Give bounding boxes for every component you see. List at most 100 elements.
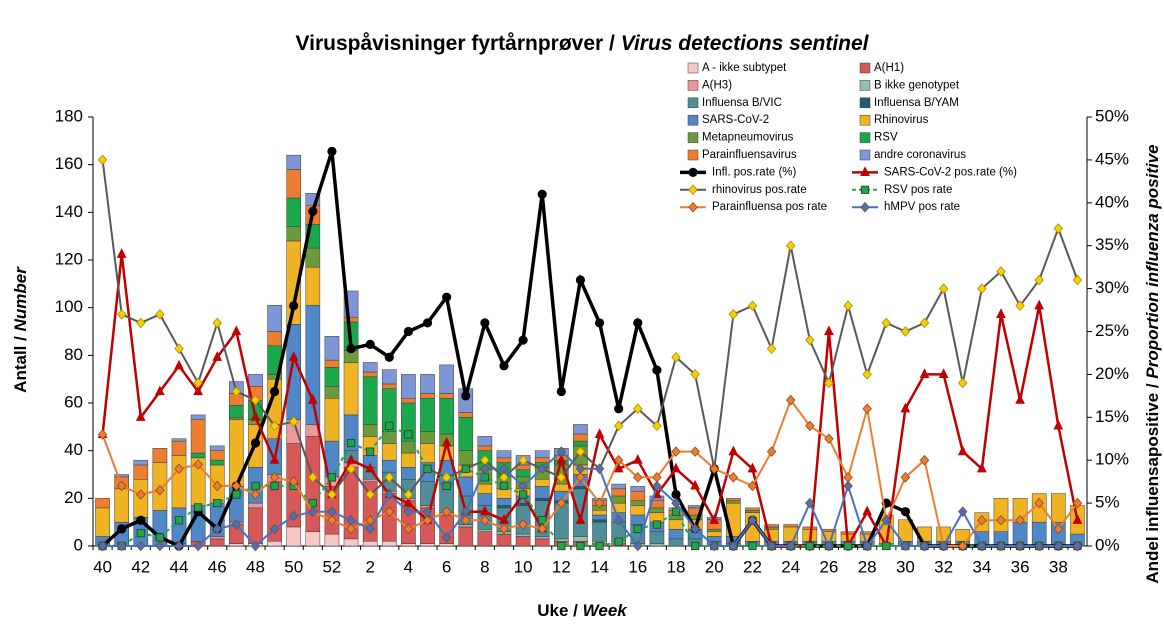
marker <box>613 514 624 526</box>
marker <box>633 318 643 328</box>
bar-segment <box>534 457 550 463</box>
marker <box>688 184 698 196</box>
marker <box>461 464 470 473</box>
x-tick-label: 44 <box>170 557 189 576</box>
bar-segment <box>534 479 550 487</box>
legend-swatch <box>859 132 871 143</box>
marker <box>671 507 681 516</box>
bar-segment <box>496 457 512 463</box>
marker <box>480 318 490 328</box>
bar-segment <box>152 448 168 463</box>
marker <box>938 540 949 552</box>
marker <box>212 523 222 535</box>
marker <box>174 343 184 354</box>
marker <box>174 516 184 525</box>
legend-label: B ikke genotypet <box>874 79 960 91</box>
y-tick-label: 180 <box>55 106 83 125</box>
marker <box>900 507 911 517</box>
marker <box>499 514 509 524</box>
marker <box>1034 274 1044 286</box>
marker <box>346 344 356 354</box>
marker <box>576 541 585 551</box>
marker <box>308 472 318 483</box>
bar-segment <box>706 531 722 537</box>
x-tick-label: 48 <box>246 557 265 576</box>
marker <box>938 283 949 294</box>
bar-segment <box>496 498 512 506</box>
x-tick-label: 36 <box>1011 557 1030 576</box>
marker <box>365 462 376 473</box>
marker <box>747 514 758 526</box>
marker <box>1034 497 1044 509</box>
legend-label: A(H3) <box>702 79 732 91</box>
bar-segment <box>515 536 531 547</box>
bar-segment <box>649 543 665 547</box>
marker <box>1053 540 1064 552</box>
bar-segment <box>343 316 359 323</box>
marker <box>116 540 127 552</box>
y-label-italic: Number <box>11 266 30 332</box>
bar-segment <box>381 383 397 389</box>
marker <box>1072 540 1083 552</box>
bar-segment <box>248 507 263 544</box>
marker <box>652 365 662 375</box>
marker <box>805 497 815 509</box>
bar-segment <box>401 467 416 480</box>
x-tick-label: 14 <box>590 557 609 576</box>
x-axis-label: Uke / Week <box>537 601 628 620</box>
marker <box>860 185 870 194</box>
marker <box>556 472 567 483</box>
bar-segment <box>515 533 531 537</box>
title-main: Viruspåvisninger fyrtårnprøver / <box>295 32 620 55</box>
marker <box>958 377 968 389</box>
bar-segment <box>343 362 359 416</box>
bar-segment <box>496 488 512 499</box>
marker <box>384 352 394 362</box>
marker <box>862 540 872 552</box>
marker <box>288 476 299 487</box>
bar-segment <box>783 524 799 528</box>
bar-segment <box>611 495 626 504</box>
marker <box>1072 514 1083 524</box>
marker <box>688 201 698 213</box>
marker <box>824 377 834 389</box>
marker <box>480 463 490 475</box>
bar-segment <box>343 538 359 547</box>
marker <box>747 462 758 473</box>
marker <box>881 514 892 526</box>
legend-swatch <box>859 149 871 161</box>
marker <box>919 454 930 466</box>
marker <box>748 541 757 551</box>
bar-segment <box>95 507 110 537</box>
y2-label-main: Andel influensapositive / <box>1143 379 1162 584</box>
marker <box>250 540 261 552</box>
marker <box>442 292 452 302</box>
bar-segment <box>401 397 416 404</box>
marker <box>633 472 643 483</box>
marker <box>537 523 547 535</box>
marker <box>385 421 394 430</box>
bar-segment <box>534 450 550 459</box>
marker <box>671 497 681 509</box>
marker <box>308 498 317 508</box>
marker <box>136 540 146 552</box>
y-tick-label: 60 <box>64 392 83 411</box>
bar-segment <box>267 331 282 347</box>
marker <box>805 420 815 432</box>
marker <box>212 317 222 329</box>
marker <box>116 248 127 258</box>
marker <box>900 402 911 413</box>
marker <box>403 506 414 517</box>
marker <box>556 497 567 509</box>
y2-tick-label: 10% <box>1095 450 1129 469</box>
legend-label: SARS-CoV-2 pos.rate (%) <box>884 166 1017 178</box>
y2-tick-label: 25% <box>1095 321 1129 340</box>
bar-segment <box>726 500 741 504</box>
bar-segment <box>611 488 626 497</box>
marker <box>900 540 911 552</box>
bar-segment <box>420 443 435 463</box>
marker <box>862 505 873 516</box>
marker <box>709 463 719 475</box>
bar-segment <box>611 483 626 490</box>
legend-label: hMPV pos rate <box>884 201 960 213</box>
